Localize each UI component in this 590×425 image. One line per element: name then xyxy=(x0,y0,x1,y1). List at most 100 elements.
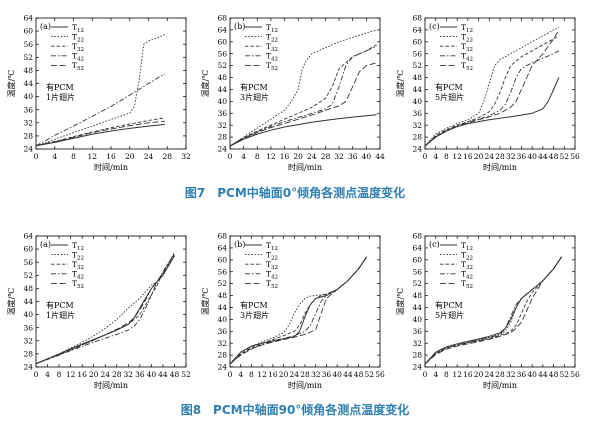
y-tick-label: 40 xyxy=(412,97,422,106)
y-tick-label: 48 xyxy=(217,291,227,300)
legend-subscript: 22 xyxy=(466,37,473,43)
panel-note: 5片翅片 xyxy=(435,92,464,102)
x-tick-label: 20 xyxy=(474,370,484,379)
x-tick-label: 8 xyxy=(57,370,62,379)
legend-entry: T12 xyxy=(266,23,278,34)
x-tick-label: 40 xyxy=(362,152,372,161)
x-tick-label: 16 xyxy=(106,152,116,161)
legend-subscript: 22 xyxy=(271,37,278,43)
panel-note: 有PCM xyxy=(46,82,74,92)
series-line-t52 xyxy=(35,255,175,365)
panel-note: 有PCM xyxy=(435,300,463,310)
x-tick-label: 48 xyxy=(549,370,559,379)
panel-note: 1片翅片 xyxy=(46,310,75,320)
series-line-t32 xyxy=(424,35,560,147)
x-tick-label: 0 xyxy=(34,152,39,161)
panel-label: (c) xyxy=(429,22,440,31)
x-tick-label: 8 xyxy=(71,152,76,161)
x-tick-label: 20 xyxy=(293,152,303,161)
y-tick-label: 52 xyxy=(217,61,227,70)
legend-entry: T52 xyxy=(72,61,84,72)
y-tick-label: 24 xyxy=(412,145,422,154)
y-tick-label: 48 xyxy=(23,284,33,293)
legend-entry: T32 xyxy=(266,260,278,271)
x-tick-label: 36 xyxy=(322,370,332,379)
x-tick-label: 4 xyxy=(238,370,243,379)
x-tick-label: 0 xyxy=(34,370,39,379)
x-tick-label: 28 xyxy=(321,152,331,161)
legend-subscript: 52 xyxy=(466,66,473,72)
y-tick-label: 64 xyxy=(217,244,227,253)
legend-entry: T42 xyxy=(72,52,84,63)
x-tick-label: 40 xyxy=(527,370,537,379)
x-tick-label: 32 xyxy=(181,152,191,161)
series-line-t12 xyxy=(424,256,563,365)
panel-label: (b) xyxy=(234,240,245,249)
panel-note: 3片翅片 xyxy=(240,310,269,320)
x-tick-label: 28 xyxy=(300,370,310,379)
x-tick-label: 4 xyxy=(241,152,246,161)
y-axis-title: 温度/℃ xyxy=(6,70,16,98)
x-tick-label: 20 xyxy=(89,370,99,379)
y-axis-title: 温度/℃ xyxy=(200,70,210,98)
y-tick-label: 52 xyxy=(412,61,422,70)
x-tick-label: 32 xyxy=(506,152,516,161)
x-axis-title: 时间/min xyxy=(288,162,322,172)
x-tick-label: 8 xyxy=(444,370,449,379)
y-tick-label: 52 xyxy=(23,271,33,280)
x-tick-label: 20 xyxy=(125,152,135,161)
x-tick-label: 4 xyxy=(45,370,50,379)
x-tick-label: 4 xyxy=(433,152,438,161)
y-tick-label: 44 xyxy=(217,85,227,94)
y-tick-label: 28 xyxy=(217,133,227,142)
series-line-t42 xyxy=(424,50,560,147)
x-axis-title: 时间/min xyxy=(94,162,128,172)
y-tick-label: 60 xyxy=(217,255,227,264)
y-tick-label: 40 xyxy=(23,310,33,319)
x-tick-label: 36 xyxy=(135,370,145,379)
x-tick-label: 16 xyxy=(268,370,278,379)
y-tick-label: 44 xyxy=(23,79,33,88)
series-line-t32 xyxy=(229,44,377,147)
series-line-t42 xyxy=(35,73,166,147)
x-tick-label: 4 xyxy=(52,152,57,161)
x-tick-label: 32 xyxy=(506,370,516,379)
x-tick-label: 56 xyxy=(570,370,580,379)
y-tick-label: 36 xyxy=(23,105,33,114)
y-tick-label: 40 xyxy=(412,315,422,324)
legend-entry: T42 xyxy=(266,270,278,281)
y-tick-label: 48 xyxy=(217,73,227,82)
x-tick-label: 56 xyxy=(375,370,385,379)
y-tick-label: 60 xyxy=(217,37,227,46)
legend-entry: T32 xyxy=(461,260,473,271)
y-tick-label: 56 xyxy=(412,267,422,276)
legend-subscript: 42 xyxy=(271,275,278,281)
series-line-t42 xyxy=(229,45,377,147)
x-tick-label: 0 xyxy=(423,370,428,379)
legend-subscript: 32 xyxy=(466,265,473,271)
y-tick-label: 44 xyxy=(217,303,227,312)
legend-subscript: 22 xyxy=(466,255,473,261)
x-tick-label: 16 xyxy=(77,370,87,379)
y-tick-label: 32 xyxy=(217,339,227,348)
y-tick-label: 24 xyxy=(23,363,33,372)
legend-entry: T32 xyxy=(72,42,84,53)
panel-label: (b) xyxy=(234,22,245,31)
y-tick-label: 52 xyxy=(217,279,227,288)
y-tick-label: 36 xyxy=(412,109,422,118)
y-tick-label: 64 xyxy=(412,244,422,253)
y-axis-title: 温度/℃ xyxy=(6,288,16,316)
x-tick-label: 44 xyxy=(538,370,548,379)
y-tick-label: 28 xyxy=(217,351,227,360)
legend-subscript: 12 xyxy=(271,246,278,252)
y-tick-label: 36 xyxy=(412,327,422,336)
legend-subscript: 12 xyxy=(466,28,473,34)
y-tick-label: 64 xyxy=(412,26,422,35)
legend-entry: T22 xyxy=(72,32,84,43)
panel-note: 5片翅片 xyxy=(435,310,464,320)
x-tick-label: 44 xyxy=(158,370,168,379)
series-line-t42 xyxy=(35,253,175,365)
y-tick-label: 28 xyxy=(23,350,33,359)
x-tick-label: 52 xyxy=(181,370,191,379)
